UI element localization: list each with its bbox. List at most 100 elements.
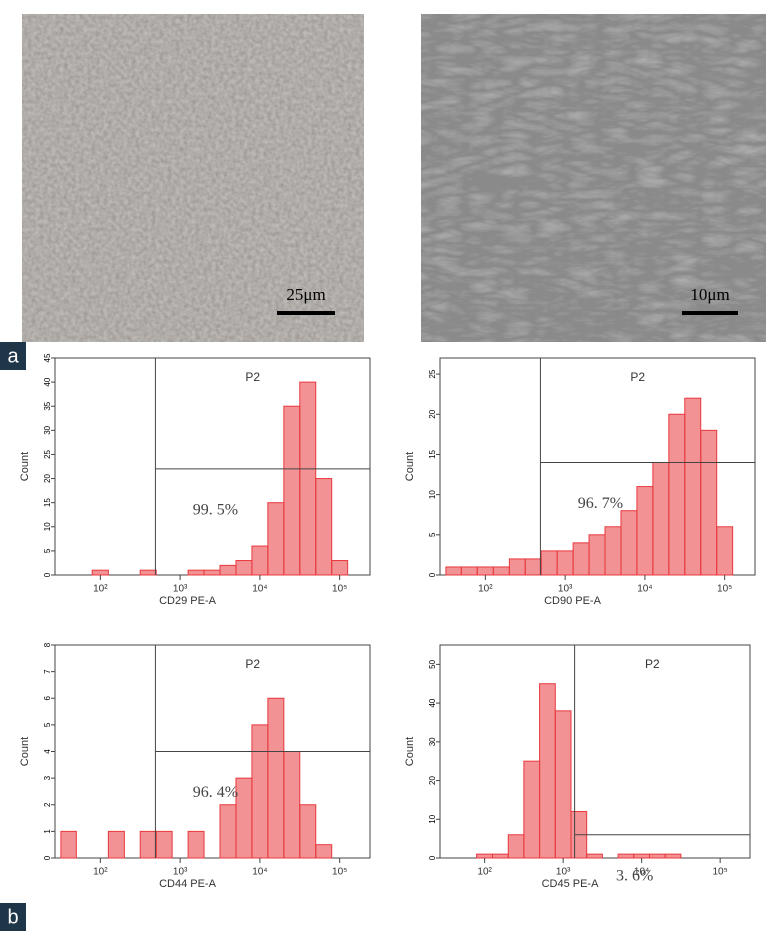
y-tick-label: 40 [43,377,52,386]
histogram-bar [523,760,541,859]
y-tick-label: 20 [428,409,437,418]
panel-label-box [0,342,26,370]
histogram-bar [588,534,606,576]
histogram-bar [492,566,510,576]
y-tick-label: 10 [428,490,437,499]
histogram-bar [633,853,650,859]
gate-label: P2 [645,657,660,671]
gate-label: P2 [245,657,260,671]
micrograph [421,14,766,342]
y-tick-label: 10 [43,522,52,531]
histogram-bar [315,478,333,576]
histogram-bar [572,542,590,576]
x-tick-label: 10⁵ [332,867,347,878]
histogram-bar [476,853,494,859]
gate-label: P2 [245,370,260,384]
y-tick-label: 0 [43,855,52,860]
y-tick-label: 2 [43,802,52,807]
y-axis-label: Count [19,737,31,766]
gate-percent: 3. 6% [616,867,653,884]
histogram-bar [299,381,317,576]
histogram-bar [540,550,558,576]
histogram-bar [554,710,572,859]
histogram-bar [267,502,285,576]
y-tick-label: 5 [43,548,52,553]
y-tick-label: 50 [428,659,437,668]
histogram-bar [476,566,494,576]
histogram-bar [155,830,173,859]
histogram-bar [716,526,734,576]
histogram-bar [251,545,269,576]
y-tick-label: 25 [428,369,437,378]
x-tick-label: 10³ [556,867,571,878]
x-axis-label: CD29 PE-A [159,595,217,607]
y-tick-label: 4 [43,749,52,754]
scale-bar [682,311,738,315]
y-tick-label: 20 [43,474,52,483]
y-tick-label: 0 [43,572,52,577]
histogram-bar [60,830,77,859]
x-tick-label: 10² [478,584,493,595]
x-axis-label: CD90 PE-A [544,595,602,607]
histogram-bar [508,558,526,576]
histogram-bar [283,405,301,576]
histogram-bar [107,830,125,859]
histogram-bar [617,853,635,859]
y-tick-label: 15 [428,449,437,458]
histogram-bar [267,697,285,859]
gate-percent: 96. 7% [578,495,623,512]
histogram-bar [203,569,221,576]
y-tick-label: 20 [428,776,437,785]
x-tick-label: 10³ [173,584,188,595]
histogram-bar [283,751,301,859]
plot-frame [439,644,751,859]
x-tick-label: 10³ [173,867,188,878]
panel-label: a [7,345,19,367]
scale-bar [277,311,335,315]
panel-label-box [0,903,26,931]
x-tick-label: 10⁴ [634,867,649,878]
y-tick-label: 15 [43,498,52,507]
x-tick-label: 10² [93,867,108,878]
histogram-bar [652,461,670,576]
histogram-bar [219,804,237,859]
histogram-bar [524,558,542,576]
histogram-bar [235,777,253,859]
y-axis-label: Count [404,737,416,766]
x-tick-label: 10⁵ [713,867,728,878]
scale-label: 25μm [286,285,325,304]
x-tick-label: 10⁴ [252,584,267,595]
histogram-bar [187,569,205,576]
y-tick-label: 8 [43,642,52,647]
histogram-bar [315,844,333,859]
x-tick-label: 10⁵ [717,584,732,595]
histogram-bar [586,853,603,859]
y-tick-label: 10 [428,814,437,823]
micrograph [22,14,364,342]
x-tick-label: 10⁴ [252,867,267,878]
histogram-bar [299,804,317,859]
histogram-bar [251,724,269,859]
histogram-bar [664,853,682,859]
histogram-bar [700,429,718,576]
y-tick-label: 5 [428,532,437,537]
y-tick-label: 6 [43,695,52,700]
histogram-bar [507,834,525,859]
x-tick-label: 10³ [558,584,573,595]
y-tick-label: 7 [43,669,52,674]
x-axis-label: CD44 PE-A [159,878,217,890]
y-axis-label: Count [19,452,31,481]
x-tick-label: 10⁴ [637,584,652,595]
histogram-bar [492,853,509,859]
x-axis-label: CD45 PE-A [542,878,600,890]
gate-percent: 96. 4% [193,784,238,801]
histogram-bar [604,526,622,576]
y-tick-label: 0 [428,855,437,860]
histogram-bar [556,550,574,576]
histogram-bar [187,830,205,859]
gate-percent: 99. 5% [193,502,238,519]
gate-label: P2 [630,370,645,384]
y-tick-label: 45 [43,353,52,362]
y-tick-label: 25 [43,449,52,458]
